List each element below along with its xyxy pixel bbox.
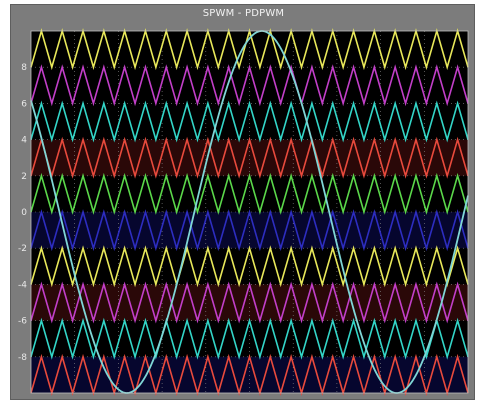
scope-plot: 8 6 4 2 0 -2 -4 -6 -8 [18, 28, 469, 396]
y-tick-label: -8 [18, 353, 27, 363]
scope-window: SPWM - PDPWM 8 6 4 2 0 -2 -4 -6 -8 [10, 4, 475, 400]
y-tick-label: 0 [21, 208, 27, 218]
band-fill-1 [31, 212, 468, 249]
carrier-wave-3 [30, 136, 469, 179]
y-tick-label: 2 [21, 172, 27, 182]
band-fill-2 [31, 284, 468, 321]
carrier-wave-9 [30, 353, 469, 396]
y-tick-label: 4 [21, 136, 27, 146]
carrier-wave-4 [30, 172, 469, 215]
y-tick-label: 6 [21, 99, 27, 109]
carrier-wave-1 [30, 64, 469, 107]
y-tick-label: -2 [18, 244, 27, 254]
carrier-wave-5 [30, 209, 469, 252]
plot-frame [30, 30, 469, 394]
band-fill-0 [31, 139, 468, 176]
y-tick-label: 8 [21, 63, 27, 73]
carrier-wave-2 [30, 100, 469, 143]
carrier-wave-8 [30, 317, 469, 360]
y-tick-label: -6 [18, 317, 27, 327]
y-tick-label: -4 [18, 280, 27, 290]
band-fill-3 [31, 356, 468, 393]
carrier-wave-6 [30, 245, 469, 288]
carrier-wave-7 [30, 281, 469, 324]
scope-title: SPWM - PDPWM [202, 8, 285, 19]
